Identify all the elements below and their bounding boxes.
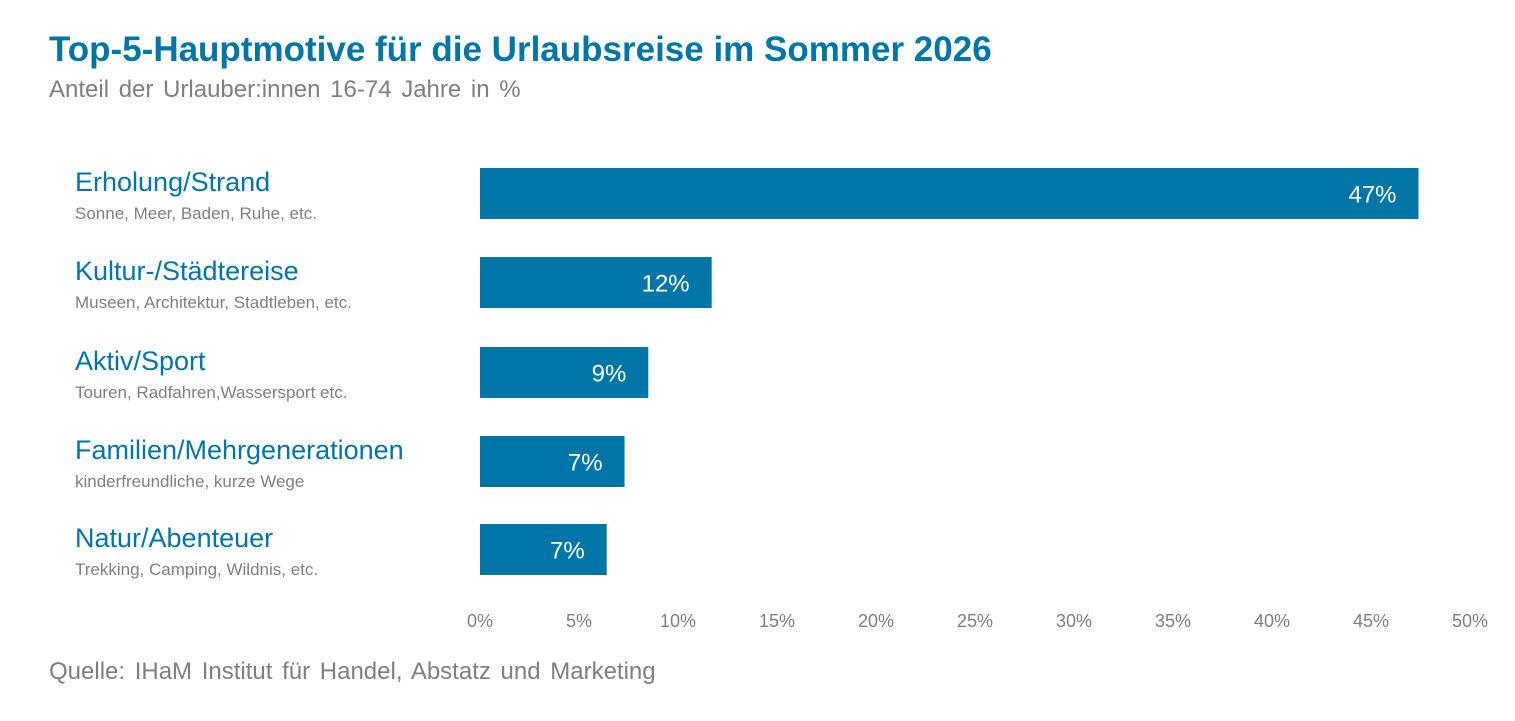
x-tick-label: 10%: [660, 611, 696, 631]
x-tick-label: 0%: [467, 611, 493, 631]
category-description: Sonne, Meer, Baden, Ruhe, etc.: [75, 204, 317, 223]
category-label: Natur/Abenteuer: [75, 523, 273, 553]
category-label: Familien/Mehrgenerationen: [75, 435, 404, 465]
bar: [480, 347, 649, 398]
x-tick-label: 25%: [957, 611, 993, 631]
data-label: 7%: [550, 538, 585, 565]
chart-subtitle: Anteil der Urlauber:innen 16-74 Jahre in…: [49, 76, 521, 103]
category-description: Touren, Radfahren,Wassersport etc.: [75, 383, 347, 402]
source-note: Quelle: IHaM Institut für Handel, Abstat…: [49, 658, 656, 685]
x-tick-label: 15%: [759, 611, 795, 631]
category-label: Aktiv/Sport: [75, 346, 206, 376]
category-description: Trekking, Camping, Wildnis, etc.: [75, 560, 318, 579]
data-label: 47%: [1348, 182, 1396, 209]
category-description: kinderfreundliche, kurze Wege: [75, 472, 304, 491]
x-tick-label: 5%: [566, 611, 592, 631]
data-label: 12%: [642, 271, 690, 298]
x-tick-label: 35%: [1155, 611, 1191, 631]
x-tick-label: 45%: [1353, 611, 1389, 631]
x-tick-label: 40%: [1254, 611, 1290, 631]
category-label: Erholung/Strand: [75, 167, 270, 197]
category-label: Kultur-/Städtereise: [75, 256, 299, 286]
data-label: 7%: [568, 450, 603, 477]
bar: [480, 257, 712, 308]
x-tick-label: 50%: [1452, 611, 1488, 631]
chart-title: Top-5-Hauptmotive für die Urlaubsreise i…: [49, 30, 992, 69]
data-label: 9%: [592, 361, 627, 388]
bar: [480, 168, 1419, 219]
bar: [480, 524, 607, 575]
category-description: Museen, Architektur, Stadtleben, etc.: [75, 293, 352, 312]
x-tick-label: 20%: [858, 611, 894, 631]
bar: [480, 436, 625, 487]
x-tick-label: 30%: [1056, 611, 1092, 631]
